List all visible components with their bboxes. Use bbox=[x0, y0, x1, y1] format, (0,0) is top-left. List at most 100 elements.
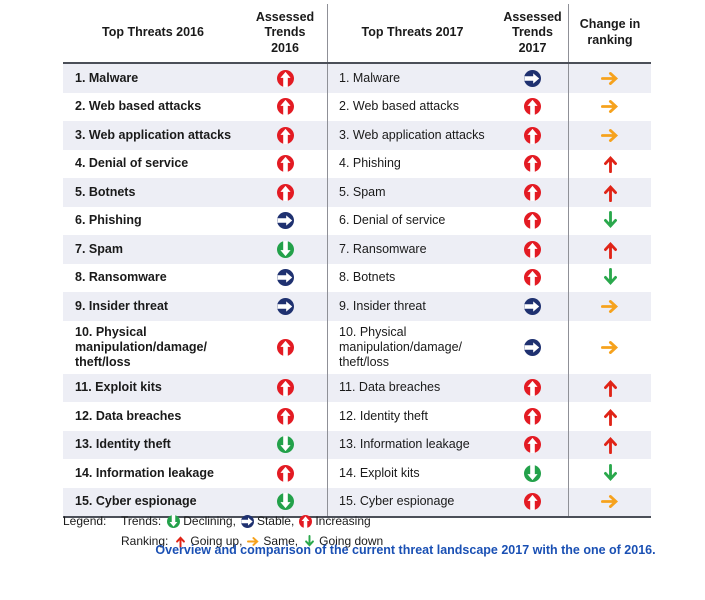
table-row: 12. Data breaches 12. Identity theft bbox=[63, 402, 651, 431]
table-row: 6. Phishing 6. Denial of service bbox=[63, 206, 651, 236]
threat-2017-cell: 9. Insider threat bbox=[327, 292, 497, 321]
trend-2017-increasing-icon bbox=[497, 178, 568, 207]
threat-2017-cell: 8. Botnets bbox=[327, 263, 497, 292]
ranking-up-icon bbox=[568, 402, 651, 431]
threat-2016-cell: 5. Botnets bbox=[75, 184, 136, 199]
table-row: 4. Denial of service 4. Phishing bbox=[63, 149, 651, 179]
legend-declining-icon bbox=[167, 515, 181, 533]
trend-2016-increasing-icon bbox=[243, 121, 327, 150]
ranking-down-icon bbox=[568, 206, 651, 235]
legend-same-icon bbox=[247, 535, 260, 553]
ranking-same-icon bbox=[568, 487, 651, 516]
threat-2017-cell: 6. Denial of service bbox=[327, 206, 497, 235]
threat-2016-cell: 14. Information leakage bbox=[75, 465, 214, 480]
trend-2017-increasing-icon bbox=[497, 93, 568, 122]
threat-2017-cell: 1. Malware bbox=[327, 64, 497, 93]
trend-2017-increasing-icon bbox=[497, 488, 568, 517]
header-top-threats-2017: Top Threats 2017 bbox=[327, 4, 497, 62]
ranking-same-icon bbox=[568, 64, 651, 93]
threat-2017-cell: 15. Cyber espionage bbox=[327, 487, 497, 516]
trend-2016-increasing-icon bbox=[243, 64, 327, 93]
threat-2016-cell: 11. Exploit kits bbox=[75, 380, 162, 395]
ranking-up-icon bbox=[568, 149, 651, 178]
threat-2017-cell: 3. Web application attacks bbox=[327, 121, 497, 150]
legend-item-label: Going down bbox=[319, 534, 384, 548]
trend-2016-increasing-icon bbox=[243, 374, 327, 403]
trend-2016-declining-icon bbox=[243, 431, 327, 460]
trend-2016-increasing-icon bbox=[243, 178, 327, 207]
table-row: 5. Botnets 5. Spam bbox=[63, 178, 651, 207]
trend-2017-increasing-icon bbox=[497, 121, 568, 150]
legend-ranking-line: Ranking: Going up, Same, Going down bbox=[121, 533, 383, 553]
trend-2017-increasing-icon bbox=[497, 207, 568, 236]
header-assessed-trends-2016: Assessed Trends 2016 bbox=[255, 9, 315, 55]
threat-2016-cell: 8. Ransomware bbox=[75, 270, 167, 285]
trend-2017-stable-icon bbox=[497, 292, 568, 321]
threat-2016-cell: 12. Data breaches bbox=[75, 408, 182, 423]
header-assessed-trends-2017: Assessed Trends 2017 bbox=[503, 9, 562, 55]
legend-stable-icon bbox=[240, 515, 254, 533]
legend-item-label: Going up, bbox=[190, 534, 243, 548]
ranking-down-icon bbox=[568, 263, 651, 292]
ranking-up-icon bbox=[568, 178, 651, 207]
table-row: 7. Spam 7. Ransomware bbox=[63, 235, 651, 264]
figure-caption: Overview and comparison of the current t… bbox=[155, 543, 656, 557]
threat-2016-cell: 6. Phishing bbox=[75, 213, 142, 228]
ranking-up-icon bbox=[568, 373, 651, 402]
legend-item-label: Declining, bbox=[183, 514, 236, 528]
table-row: 8. Ransomware 8. Botnets bbox=[63, 263, 651, 293]
table-row: 13. Identity theft 13. Information leakag… bbox=[63, 430, 651, 460]
legend-trends-line: Trends: Declining, Stable, Increasing bbox=[121, 513, 383, 533]
threat-2016-cell: 15. Cyber espionage bbox=[75, 494, 197, 509]
table-row: 11. Exploit kits 11. Data breaches bbox=[63, 373, 651, 403]
threat-2017-cell: 4. Phishing bbox=[327, 149, 497, 178]
threat-comparison-table: Top Threats 2016 Assessed Trends 2016 To… bbox=[63, 4, 651, 518]
ranking-down-icon bbox=[568, 459, 651, 488]
threat-2017-cell: 13. Information leakage bbox=[327, 430, 497, 459]
trend-2016-declining-icon bbox=[243, 488, 327, 517]
legend-item-label: Same, bbox=[263, 534, 299, 548]
legend-item-label: Stable, bbox=[256, 514, 295, 528]
trend-2016-increasing-icon bbox=[243, 402, 327, 431]
table-row: 10. Physical manipulation/damage/ theft/… bbox=[63, 320, 651, 374]
threat-2017-cell: 2. Web based attacks bbox=[327, 92, 497, 121]
header-change-in-ranking: Change in ranking bbox=[568, 4, 651, 62]
trend-2016-stable-icon bbox=[243, 292, 327, 321]
legend-body: Trends: Declining, Stable, Increasing Ranki… bbox=[121, 513, 383, 553]
table-row: 1. Malware 1. Malware bbox=[63, 64, 651, 93]
threat-2017-cell: 12. Identity theft bbox=[327, 402, 497, 431]
threat-2017-cell: 5. Spam bbox=[327, 178, 497, 207]
trend-2016-increasing-icon bbox=[243, 459, 327, 488]
legend-group-label: Ranking: bbox=[121, 534, 169, 548]
trend-2016-declining-icon bbox=[243, 235, 327, 264]
threat-2017-cell: 11. Data breaches bbox=[327, 373, 497, 402]
table-row: 3. Web application attacks 3. Web applica… bbox=[63, 121, 651, 150]
ranking-same-icon bbox=[568, 121, 651, 150]
table-row: 14. Information leakage 14. Exploit kits bbox=[63, 459, 651, 488]
threat-2016-cell: 9. Insider threat bbox=[75, 298, 169, 313]
legend-increasing-icon bbox=[299, 515, 313, 533]
ranking-up-icon bbox=[568, 430, 651, 459]
trend-2016-stable-icon bbox=[243, 207, 327, 236]
threat-2016-cell: 10. Physical manipulation/damage/ theft/… bbox=[75, 324, 207, 369]
threat-2017-cell: 10. Physical manipulation/damage/ theft/… bbox=[327, 320, 497, 374]
trend-2017-increasing-icon bbox=[497, 235, 568, 264]
trend-2017-declining-icon bbox=[497, 459, 568, 488]
table-row: 2. Web based attacks 2. Web based attacks bbox=[63, 92, 651, 122]
trend-2016-increasing-icon bbox=[243, 93, 327, 122]
ranking-up-icon bbox=[568, 235, 651, 264]
threat-2016-cell: 1. Malware bbox=[75, 70, 139, 85]
threat-2016-cell: 2. Web based attacks bbox=[75, 99, 202, 114]
trend-2017-stable-icon bbox=[497, 64, 568, 93]
legend-down-icon bbox=[303, 535, 316, 553]
legend: Legend: Trends: Declining, Stable, Increasi… bbox=[63, 513, 383, 553]
threat-2016-cell: 3. Web application attacks bbox=[75, 127, 232, 142]
trend-2016-stable-icon bbox=[243, 264, 327, 293]
trend-2017-increasing-icon bbox=[497, 264, 568, 293]
legend-up-icon bbox=[174, 535, 187, 553]
legend-group-label: Trends: bbox=[121, 514, 162, 528]
trend-2017-increasing-icon bbox=[497, 150, 568, 179]
trend-2017-increasing-icon bbox=[497, 431, 568, 460]
threat-2017-cell: 7. Ransomware bbox=[327, 235, 497, 264]
table-body: 1. Malware 1. Malware 2. Web based attacks… bbox=[63, 64, 651, 516]
